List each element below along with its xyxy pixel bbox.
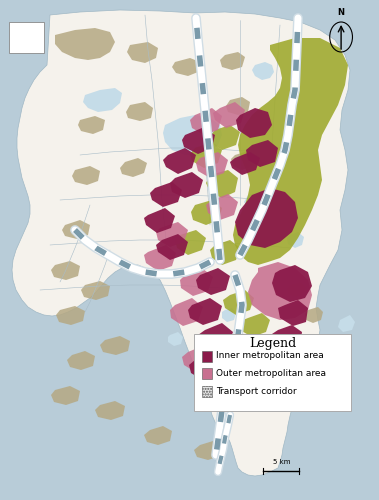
Polygon shape bbox=[206, 194, 238, 220]
Polygon shape bbox=[95, 401, 125, 420]
Polygon shape bbox=[272, 265, 312, 302]
Polygon shape bbox=[198, 323, 233, 351]
Polygon shape bbox=[305, 307, 323, 323]
Polygon shape bbox=[81, 281, 110, 300]
Polygon shape bbox=[287, 282, 306, 297]
Polygon shape bbox=[278, 300, 308, 326]
Polygon shape bbox=[235, 188, 298, 248]
Polygon shape bbox=[170, 172, 203, 198]
Polygon shape bbox=[144, 245, 176, 271]
Polygon shape bbox=[190, 142, 222, 168]
Polygon shape bbox=[156, 234, 188, 260]
Polygon shape bbox=[182, 128, 215, 154]
Polygon shape bbox=[220, 52, 245, 70]
Polygon shape bbox=[127, 42, 158, 63]
Polygon shape bbox=[100, 336, 130, 355]
Polygon shape bbox=[189, 353, 224, 381]
Polygon shape bbox=[226, 97, 250, 115]
Polygon shape bbox=[194, 441, 222, 460]
Polygon shape bbox=[55, 28, 115, 60]
Polygon shape bbox=[231, 151, 256, 170]
Polygon shape bbox=[51, 261, 80, 280]
Polygon shape bbox=[287, 232, 304, 248]
Bar bbox=[202, 350, 213, 362]
Polygon shape bbox=[196, 152, 228, 178]
Polygon shape bbox=[264, 350, 295, 376]
Polygon shape bbox=[218, 335, 250, 360]
Polygon shape bbox=[272, 325, 302, 350]
Polygon shape bbox=[67, 351, 95, 370]
Polygon shape bbox=[190, 108, 222, 135]
Polygon shape bbox=[233, 38, 348, 265]
Text: 5 km: 5 km bbox=[273, 459, 290, 465]
Polygon shape bbox=[213, 102, 245, 128]
Polygon shape bbox=[248, 262, 312, 320]
Polygon shape bbox=[206, 170, 238, 198]
Polygon shape bbox=[163, 115, 222, 156]
Text: Legend: Legend bbox=[249, 338, 296, 350]
Polygon shape bbox=[222, 308, 236, 322]
Polygon shape bbox=[175, 230, 206, 255]
Polygon shape bbox=[236, 108, 272, 138]
Polygon shape bbox=[168, 332, 183, 346]
Polygon shape bbox=[238, 313, 270, 337]
FancyBboxPatch shape bbox=[194, 334, 351, 411]
Polygon shape bbox=[246, 140, 278, 167]
Polygon shape bbox=[126, 102, 153, 121]
Polygon shape bbox=[144, 208, 175, 233]
Polygon shape bbox=[163, 148, 196, 174]
Polygon shape bbox=[191, 200, 222, 225]
Polygon shape bbox=[83, 88, 122, 112]
Text: Transport corridor: Transport corridor bbox=[216, 386, 297, 396]
Polygon shape bbox=[230, 152, 260, 175]
Polygon shape bbox=[196, 268, 230, 295]
Bar bbox=[202, 368, 213, 379]
Polygon shape bbox=[144, 426, 172, 445]
Polygon shape bbox=[182, 345, 217, 373]
Text: N: N bbox=[338, 8, 345, 17]
Polygon shape bbox=[12, 10, 350, 476]
Polygon shape bbox=[180, 268, 213, 296]
Bar bbox=[202, 386, 213, 396]
Polygon shape bbox=[210, 125, 240, 150]
Text: Outer metropolitan area: Outer metropolitan area bbox=[216, 369, 326, 378]
Polygon shape bbox=[72, 166, 100, 185]
Polygon shape bbox=[170, 298, 203, 326]
Polygon shape bbox=[244, 192, 265, 210]
Polygon shape bbox=[338, 315, 355, 332]
Polygon shape bbox=[172, 58, 200, 76]
Polygon shape bbox=[223, 290, 254, 315]
Bar bbox=[9, 22, 44, 52]
Polygon shape bbox=[120, 158, 147, 177]
Polygon shape bbox=[252, 62, 274, 80]
Polygon shape bbox=[51, 386, 80, 405]
Polygon shape bbox=[62, 220, 90, 239]
Polygon shape bbox=[78, 116, 105, 134]
Text: Inner metropolitan area: Inner metropolitan area bbox=[216, 352, 324, 360]
Polygon shape bbox=[150, 182, 182, 207]
Polygon shape bbox=[156, 222, 188, 247]
Polygon shape bbox=[56, 306, 85, 325]
Polygon shape bbox=[188, 298, 222, 325]
Polygon shape bbox=[210, 240, 240, 265]
